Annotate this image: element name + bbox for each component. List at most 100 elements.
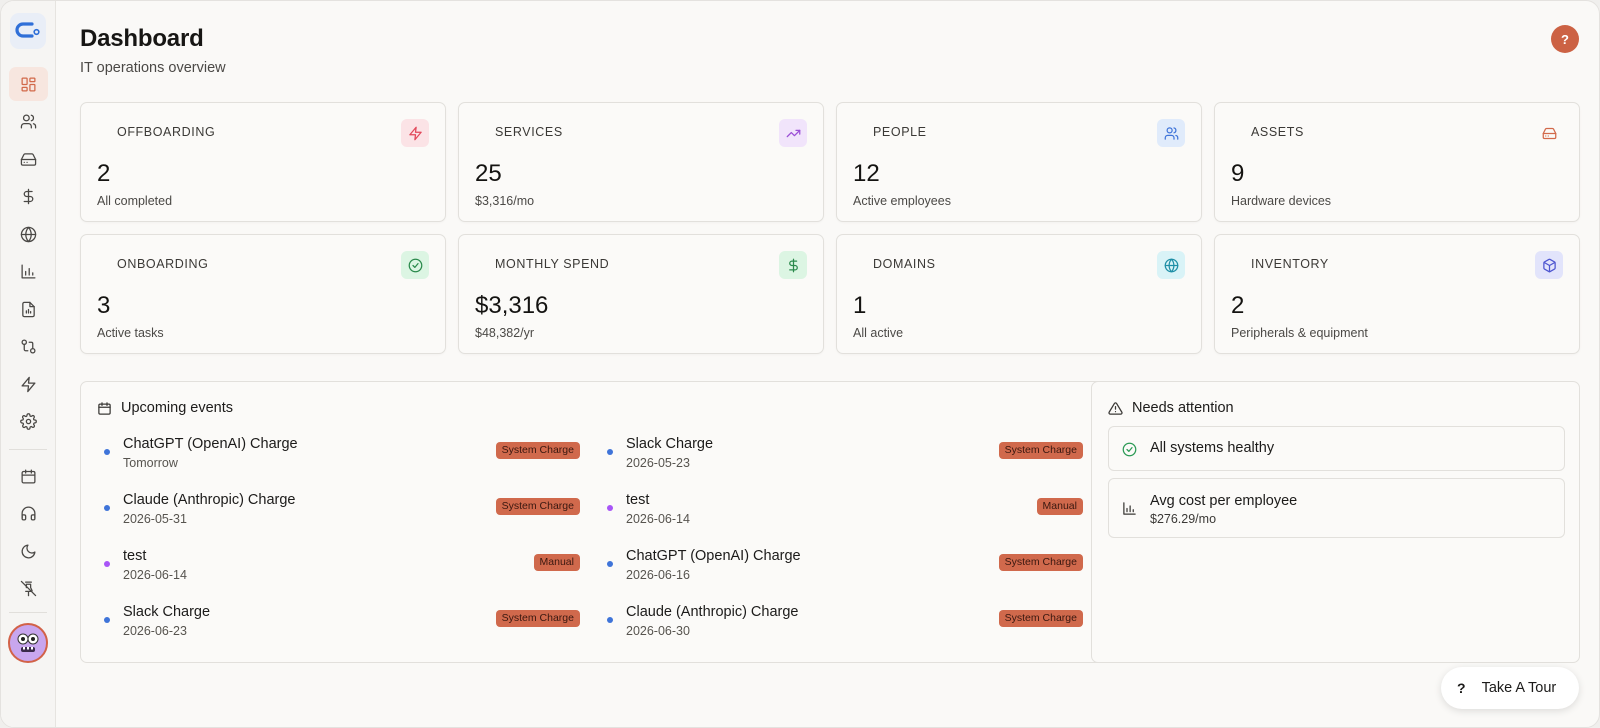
users-icon — [1164, 126, 1178, 140]
event-item[interactable]: test 2026-06-14 Manual — [600, 486, 1083, 542]
sidebar-item-dashboard[interactable] — [8, 67, 48, 101]
sidebar-item-git-compare[interactable] — [9, 330, 48, 364]
sidebar-item-hard-drive[interactable] — [9, 142, 48, 176]
event-type-badge: System Charge — [998, 610, 1083, 627]
sidebar-item-headphones[interactable] — [9, 497, 48, 531]
event-dot — [104, 617, 110, 623]
event-date: 2026-06-23 — [123, 624, 187, 638]
bar-chart-icon — [1123, 502, 1136, 515]
event-date: 2026-05-23 — [626, 456, 690, 470]
stat-label: ASSETS — [1251, 125, 1304, 139]
user-avatar[interactable] — [8, 622, 48, 663]
sidebar-item-unpin[interactable] — [9, 572, 48, 606]
event-type-badge: System Charge — [495, 442, 580, 459]
help-button[interactable]: ? — [1551, 25, 1579, 53]
stat-subtext: Active employees — [853, 194, 951, 208]
event-item[interactable]: Claude (Anthropic) Charge 2026-05-31 Syste… — [97, 486, 580, 542]
event-type-badge: System Charge — [998, 442, 1083, 459]
sidebar-item-settings[interactable] — [9, 405, 48, 439]
event-name: test — [626, 492, 650, 508]
moon-icon — [21, 543, 36, 558]
sidebar-item-lightning[interactable] — [9, 367, 48, 401]
stat-card-inventory[interactable]: INVENTORY 2 Peripherals & equipment — [1214, 234, 1580, 354]
warning-icon — [1108, 401, 1123, 415]
stat-value: 2 — [1231, 292, 1245, 319]
sidebar-item-file-report[interactable] — [9, 292, 48, 326]
sidebar-item-users[interactable] — [9, 105, 48, 139]
page-title: Dashboard — [80, 25, 204, 52]
event-item[interactable]: ChatGPT (OpenAI) Charge 2026-06-16 System … — [600, 542, 1083, 598]
stat-label: INVENTORY — [1251, 257, 1329, 271]
stat-card-monthly-spend[interactable]: MONTHLY SPEND $3,316 $48,382/yr — [458, 234, 824, 354]
stat-label: OFFBOARDING — [117, 125, 216, 139]
event-name: ChatGPT (OpenAI) Charge — [626, 548, 801, 564]
check-circle-icon — [408, 258, 422, 272]
stat-value: $3,316 — [475, 292, 549, 319]
event-item[interactable]: Slack Charge 2026-06-23 System Charge — [97, 598, 580, 654]
stat-value: 2 — [97, 160, 111, 187]
stat-label: SERVICES — [495, 125, 563, 139]
sidebar-item-moon[interactable] — [9, 534, 48, 568]
stat-card-domains[interactable]: DOMAINS 1 All active — [836, 234, 1202, 354]
event-name: Claude (Anthropic) Charge — [626, 604, 799, 620]
stat-card-assets[interactable]: ASSETS 9 Hardware devices — [1214, 102, 1580, 222]
settings-icon — [19, 413, 37, 430]
sidebar-item-globe[interactable] — [9, 217, 48, 251]
event-dot — [607, 617, 613, 623]
sidebar-nav — [8, 49, 48, 439]
stat-card-offboarding[interactable]: OFFBOARDING 2 All completed — [80, 102, 446, 222]
stat-value: 25 — [475, 160, 502, 187]
stat-icon-badge — [401, 119, 429, 147]
stat-value: 3 — [97, 292, 111, 319]
all-systems-healthy-item: All systems healthy — [1108, 426, 1565, 471]
stat-card-people[interactable]: PEOPLE 12 Active employees — [836, 102, 1202, 222]
take-a-tour-button[interactable]: ? Take A Tour — [1441, 667, 1579, 709]
healthy-label: All systems healthy — [1150, 440, 1275, 456]
logo-icon — [15, 22, 40, 38]
event-item[interactable]: ChatGPT (OpenAI) Charge Tomorrow System Ch… — [97, 430, 580, 486]
stat-value: 9 — [1231, 160, 1245, 187]
event-item[interactable]: Slack Charge 2026-05-23 System Charge — [600, 430, 1083, 486]
event-item[interactable]: Claude (Anthropic) Charge 2026-06-30 Syste… — [600, 598, 1083, 654]
lightning-icon — [408, 126, 422, 140]
event-name: ChatGPT (OpenAI) Charge — [123, 436, 298, 452]
stat-icon-badge — [1157, 251, 1185, 279]
upcoming-events-title: Upcoming events — [121, 400, 234, 416]
upcoming-events-header: Upcoming events — [97, 400, 233, 416]
event-name: Slack Charge — [626, 436, 714, 452]
sidebar-divider — [9, 448, 47, 450]
question-icon: ? — [1457, 680, 1466, 696]
sidebar-item-bar-chart[interactable] — [9, 255, 48, 289]
stat-icon-badge — [1535, 119, 1563, 147]
event-name: test — [123, 548, 147, 564]
stat-subtext: $3,316/mo — [475, 194, 535, 208]
event-item[interactable]: test 2026-06-14 Manual — [97, 542, 580, 598]
event-type-badge: Manual — [533, 554, 580, 571]
event-type-badge: System Charge — [495, 610, 580, 627]
avg-cost-value: $276.29/mo — [1150, 512, 1217, 526]
stat-label: MONTHLY SPEND — [495, 257, 610, 271]
stat-icon-badge — [401, 251, 429, 279]
hard-drive-icon — [1542, 127, 1556, 139]
event-date: 2026-05-31 — [123, 512, 187, 526]
sidebar — [1, 1, 56, 727]
sidebar-item-dollar[interactable] — [9, 180, 48, 214]
sidebar-utilities — [9, 456, 48, 606]
stat-subtext: Peripherals & equipment — [1231, 326, 1368, 340]
stat-icon-badge — [1535, 251, 1563, 279]
trending-up-icon — [786, 129, 800, 137]
app-logo[interactable] — [10, 13, 46, 49]
stat-value: 1 — [853, 292, 867, 319]
event-dot — [607, 561, 613, 567]
stat-card-onboarding[interactable]: ONBOARDING 3 Active tasks — [80, 234, 446, 354]
needs-attention-title: Needs attention — [1132, 400, 1234, 416]
git-compare-icon — [20, 339, 36, 354]
event-date: 2026-06-30 — [626, 624, 690, 638]
stat-label: DOMAINS — [873, 257, 936, 271]
event-date: 2026-06-14 — [123, 568, 187, 582]
sidebar-item-calendar[interactable] — [9, 459, 48, 493]
page-subtitle: IT operations overview — [80, 60, 226, 76]
stat-card-services[interactable]: SERVICES 25 $3,316/mo — [458, 102, 824, 222]
unpin-icon — [20, 580, 36, 597]
